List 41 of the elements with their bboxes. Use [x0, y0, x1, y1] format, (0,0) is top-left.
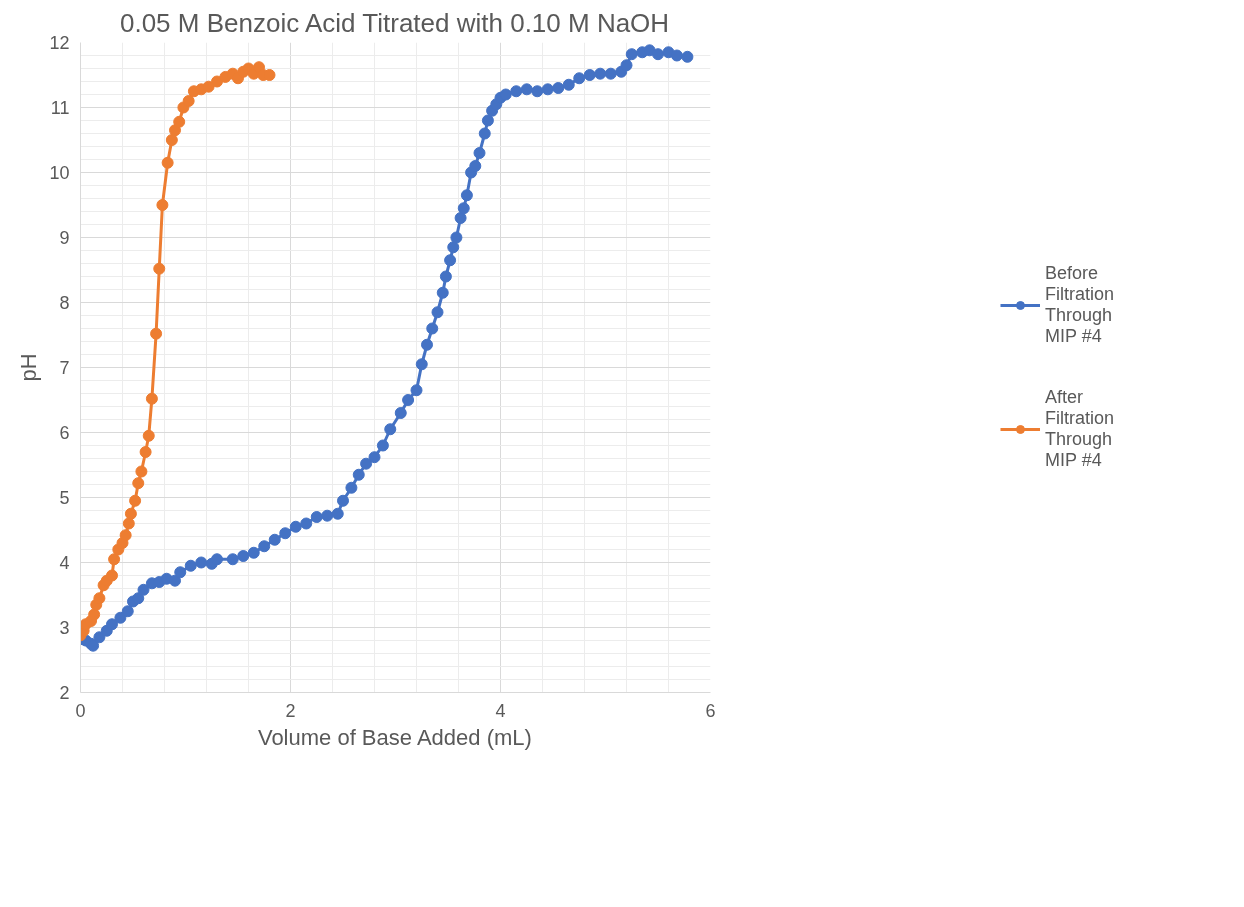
point [161, 156, 174, 169]
y-tick-label: 7 [59, 358, 70, 378]
point [173, 115, 186, 128]
point [132, 477, 145, 490]
x-tick-label: 4 [495, 700, 506, 721]
point [122, 517, 135, 530]
y-tick-label: 6 [59, 423, 70, 443]
y-tick-label: 2 [59, 683, 70, 703]
point [93, 592, 106, 605]
point [202, 80, 215, 93]
chart-title: 0.05 M Benzoic Acid Titrated with 0.10 M NaOH [119, 7, 670, 38]
y-tick-label: 8 [59, 293, 70, 313]
point [139, 446, 152, 458]
point [156, 199, 169, 211]
y-tick-label: 12 [49, 33, 70, 53]
point [119, 529, 132, 542]
point [142, 429, 155, 442]
point [108, 553, 121, 566]
point [124, 507, 137, 520]
x-tick-label: 0 [75, 700, 86, 721]
point [150, 327, 163, 340]
point [106, 569, 118, 582]
y-tick-label: 3 [59, 618, 70, 638]
legend-label: Before Filtration Through MIP #4 [1044, 263, 1115, 347]
x-axis-title: Volume of Base Added (mL) [257, 724, 532, 750]
point [182, 95, 195, 107]
legend-label: After Filtration Through MIP #4 [1044, 387, 1115, 471]
x-tick-label: 2 [285, 700, 296, 721]
point [129, 494, 142, 507]
point [145, 392, 158, 405]
y-tick-label: 9 [59, 228, 70, 248]
y-tick-label: 5 [59, 488, 70, 508]
y-tick-label: 11 [50, 98, 70, 118]
point [135, 465, 148, 478]
point [153, 262, 166, 275]
x-tick-label: 6 [705, 700, 716, 721]
point [88, 608, 101, 621]
y-axis-title: pH [16, 353, 42, 382]
y-tick-label: 4 [59, 553, 70, 573]
point [165, 134, 178, 146]
y-tick-label: 10 [49, 163, 70, 183]
